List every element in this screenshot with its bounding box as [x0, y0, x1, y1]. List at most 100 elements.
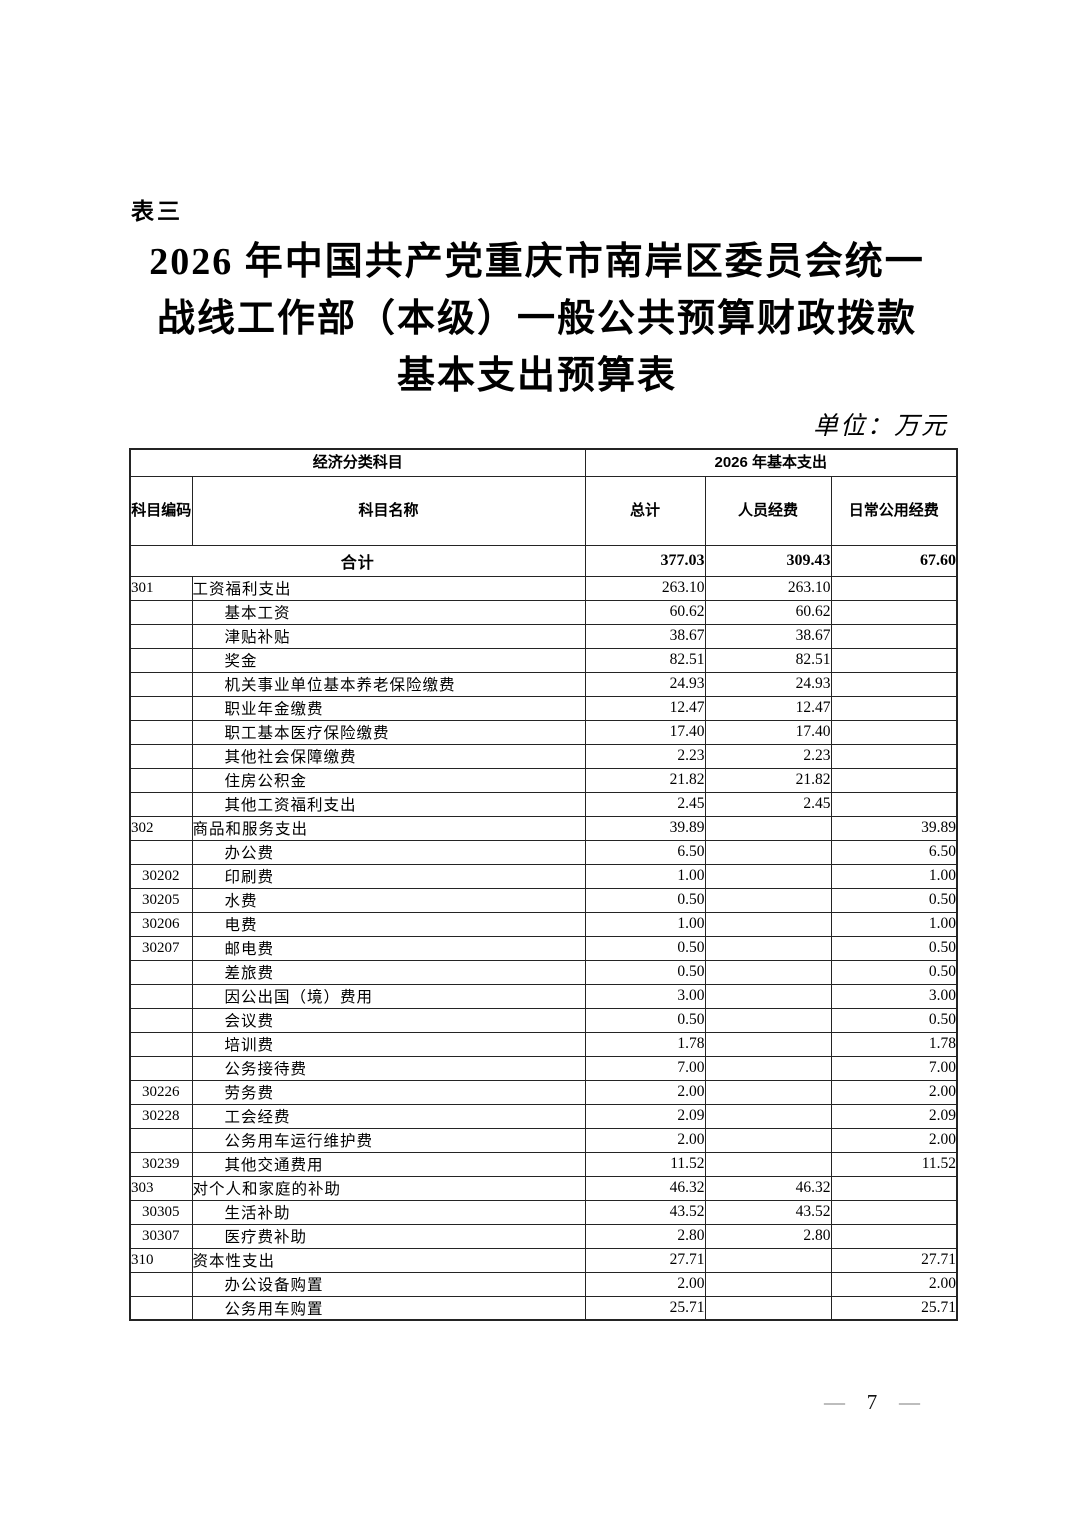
row-daily: 2.09 [830, 1103, 958, 1129]
row-subject-name: 商品和服务支出 [191, 815, 586, 841]
row-subject-code: 310 [129, 1247, 193, 1273]
row-subject-code [129, 791, 193, 817]
row-total: 12.47 [584, 695, 706, 721]
table-row: 303 对个人和家庭的补助 46.32 46.32 [129, 1175, 958, 1201]
row-daily: 2.00 [830, 1127, 958, 1153]
row-subject-code [129, 695, 193, 721]
row-total: 0.50 [584, 959, 706, 985]
row-total: 60.62 [584, 599, 706, 625]
header-daily-public-funds: 日常公用经费 [830, 475, 958, 546]
row-total: 2.00 [584, 1127, 706, 1153]
table-row: 30206 电费 1.00 1.00 [129, 911, 958, 937]
row-personnel [704, 1079, 832, 1105]
row-total: 25.71 [584, 1295, 706, 1321]
row-daily [830, 719, 958, 745]
table-row: 30228 工会经费 2.09 2.09 [129, 1103, 958, 1129]
row-total: 11.52 [584, 1151, 706, 1177]
row-personnel [704, 935, 832, 961]
row-daily: 25.71 [830, 1295, 958, 1321]
row-total: 21.82 [584, 767, 706, 793]
row-personnel [704, 959, 832, 985]
row-subject-name: 职工基本医疗保险缴费 [191, 719, 586, 745]
row-daily [830, 1223, 958, 1249]
page-number-dash-left: — [824, 1390, 845, 1414]
document-title: 2026 年中国共产党重庆市南岸区委员会统一 战线工作部（本级）一般公共预算财政… [0, 234, 1074, 405]
row-daily [830, 599, 958, 625]
row-subject-code: 30205 [129, 887, 193, 913]
header-columns-row: 科目编码 科目名称 总计 人员经费 日常公用经费 [129, 475, 958, 546]
table-header: 经济分类科目 2026 年基本支出 科目编码 科目名称 总计 人员经费 日常公用… [129, 448, 958, 546]
row-personnel: 2.80 [704, 1223, 832, 1249]
row-subject-name: 办公费 [191, 839, 586, 865]
row-subject-code [129, 719, 193, 745]
row-subject-name: 电费 [191, 911, 586, 937]
row-daily [830, 1199, 958, 1225]
row-daily: 1.78 [830, 1031, 958, 1057]
table-row: 310 资本性支出 27.71 27.71 [129, 1247, 958, 1273]
row-total: 43.52 [584, 1199, 706, 1225]
row-subject-name: 机关事业单位基本养老保险缴费 [191, 671, 586, 697]
row-personnel [704, 1103, 832, 1129]
row-personnel: 2.45 [704, 791, 832, 817]
row-subject-code [129, 743, 193, 769]
row-total: 2.45 [584, 791, 706, 817]
table-row: 培训费 1.78 1.78 [129, 1031, 958, 1057]
header-total: 总计 [584, 475, 706, 546]
table-row: 302 商品和服务支出 39.89 39.89 [129, 815, 958, 841]
row-daily: 0.50 [830, 1007, 958, 1033]
grand-total-total: 377.03 [584, 544, 706, 577]
row-subject-name: 生活补助 [191, 1199, 586, 1225]
row-personnel: 38.67 [704, 623, 832, 649]
budget-table: 经济分类科目 2026 年基本支出 科目编码 科目名称 总计 人员经费 日常公用… [129, 448, 959, 1321]
row-subject-code: 30226 [129, 1079, 193, 1105]
row-total: 1.00 [584, 911, 706, 937]
row-subject-code: 303 [129, 1175, 193, 1201]
row-subject-name: 基本工资 [191, 599, 586, 625]
row-daily: 6.50 [830, 839, 958, 865]
row-daily [830, 575, 958, 601]
row-total: 2.00 [584, 1079, 706, 1105]
row-subject-code [129, 1127, 193, 1153]
row-total: 2.09 [584, 1103, 706, 1129]
page-number-dash-right: — [899, 1390, 920, 1414]
table-body: 合计 377.03 309.43 67.60 301 工资福利支出 263.10… [129, 544, 958, 1321]
row-personnel [704, 815, 832, 841]
table-row: 301 工资福利支出 263.10 263.10 [129, 575, 958, 601]
row-daily: 1.00 [830, 863, 958, 889]
row-daily: 27.71 [830, 1247, 958, 1273]
row-total: 7.00 [584, 1055, 706, 1081]
row-total: 2.00 [584, 1271, 706, 1297]
table-row: 住房公积金 21.82 21.82 [129, 767, 958, 793]
row-subject-code [129, 959, 193, 985]
row-subject-name: 邮电费 [191, 935, 586, 961]
table-row: 30239 其他交通费用 11.52 11.52 [129, 1151, 958, 1177]
row-subject-name: 职业年金缴费 [191, 695, 586, 721]
row-daily: 0.50 [830, 935, 958, 961]
row-subject-name: 培训费 [191, 1031, 586, 1057]
row-subject-code [129, 1007, 193, 1033]
row-subject-code: 30206 [129, 911, 193, 937]
row-personnel [704, 983, 832, 1009]
header-subject-code: 科目编码 [129, 475, 193, 546]
table-tag: 表三 [131, 198, 183, 224]
row-subject-code: 301 [129, 575, 193, 601]
row-subject-name: 住房公积金 [191, 767, 586, 793]
row-subject-code [129, 671, 193, 697]
row-daily: 11.52 [830, 1151, 958, 1177]
row-total: 1.00 [584, 863, 706, 889]
row-daily [830, 743, 958, 769]
row-subject-name: 资本性支出 [191, 1247, 586, 1273]
row-total: 82.51 [584, 647, 706, 673]
page-number: — 7 — [824, 1390, 920, 1415]
table-row: 职业年金缴费 12.47 12.47 [129, 695, 958, 721]
row-daily: 1.00 [830, 911, 958, 937]
row-subject-code [129, 839, 193, 865]
row-personnel [704, 1247, 832, 1273]
row-personnel [704, 839, 832, 865]
row-daily [830, 623, 958, 649]
row-personnel: 43.52 [704, 1199, 832, 1225]
row-subject-code [129, 1055, 193, 1081]
row-personnel: 46.32 [704, 1175, 832, 1201]
row-subject-name: 水费 [191, 887, 586, 913]
